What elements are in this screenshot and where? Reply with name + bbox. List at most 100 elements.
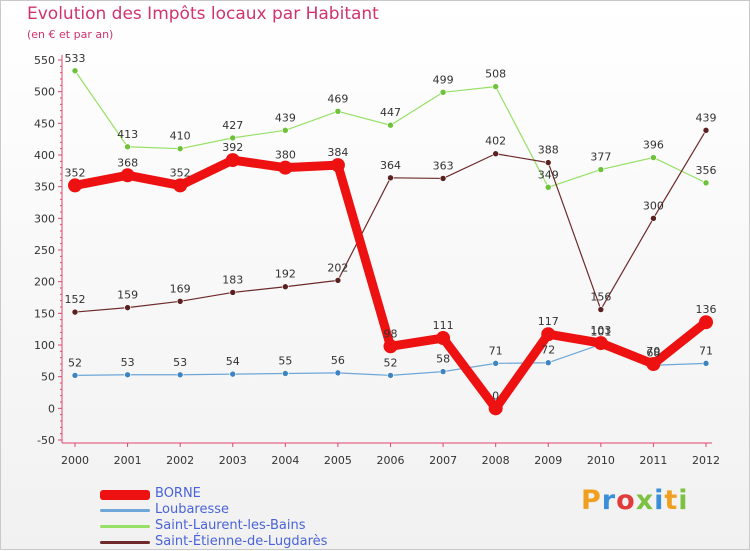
legend-swatch-borne <box>100 490 150 500</box>
point-borne <box>120 168 135 183</box>
data-label-saint-etienne: 402 <box>485 135 506 148</box>
point-saint-laurent <box>229 134 237 142</box>
logo-letter: t <box>664 485 679 516</box>
x-tick-label: 2005 <box>324 454 352 467</box>
point-borne <box>593 336 608 351</box>
data-label-saint-etienne: 159 <box>117 289 138 302</box>
point-loubaresse <box>439 368 447 375</box>
data-label-saint-laurent: 377 <box>590 151 611 164</box>
point-loubaresse <box>544 359 552 367</box>
data-label-loubaresse: 58 <box>436 353 450 366</box>
data-label-saint-laurent: 499 <box>433 73 454 86</box>
chart-subtitle: (en € et par an) <box>27 28 114 41</box>
point-borne <box>383 339 398 354</box>
data-label-borne: 380 <box>275 149 296 162</box>
data-label-borne: 352 <box>170 166 191 179</box>
data-label-borne: 98 <box>384 327 398 340</box>
data-label-saint-etienne: 439 <box>696 111 717 124</box>
data-label-saint-laurent: 413 <box>117 128 138 141</box>
data-label-saint-etienne: 202 <box>327 261 348 274</box>
point-loubaresse <box>176 371 184 379</box>
point-saint-laurent <box>492 83 499 90</box>
point-saint-etienne <box>282 283 289 291</box>
y-tick-label: 200 <box>34 276 55 289</box>
x-tick-label: 2007 <box>429 454 457 467</box>
y-tick-label: 500 <box>34 86 55 99</box>
data-label-saint-etienne: 388 <box>538 144 559 157</box>
x-tick-label: 2000 <box>61 454 89 467</box>
data-label-saint-laurent: 469 <box>327 92 348 105</box>
point-saint-laurent <box>544 184 552 191</box>
point-borne <box>541 327 556 342</box>
data-label-saint-laurent: 396 <box>643 139 664 152</box>
y-tick-label: 450 <box>34 117 55 130</box>
point-borne <box>330 158 345 173</box>
data-label-borne: 117 <box>538 315 559 328</box>
point-saint-laurent <box>650 154 657 161</box>
point-borne <box>68 178 82 193</box>
x-tick-label: 2001 <box>114 454 142 467</box>
data-label-saint-laurent: 533 <box>65 52 86 65</box>
y-tick-label: 350 <box>34 181 55 194</box>
x-tick-label: 2012 <box>692 454 720 467</box>
data-label-loubaresse: 52 <box>68 356 82 369</box>
data-label-saint-laurent: 439 <box>275 111 296 124</box>
data-label-saint-etienne: 183 <box>222 273 243 286</box>
point-saint-laurent <box>124 143 131 151</box>
chart-title: Evolution des Impôts locaux par Habitant <box>27 4 379 24</box>
proxiti-logo: Proxiti <box>581 485 689 516</box>
data-label-borne: 392 <box>222 141 243 154</box>
point-borne <box>278 160 293 175</box>
point-saint-laurent <box>387 121 394 129</box>
point-saint-laurent <box>702 179 710 187</box>
data-label-loubaresse: 68 <box>646 346 660 359</box>
point-loubaresse <box>124 371 131 379</box>
point-saint-laurent <box>176 145 184 152</box>
point-saint-etienne <box>229 289 237 296</box>
data-label-saint-laurent: 356 <box>696 164 717 177</box>
data-label-saint-laurent: 410 <box>170 130 191 143</box>
data-label-loubaresse: 56 <box>331 354 345 367</box>
y-tick-label: 0 <box>48 402 55 415</box>
point-borne <box>225 153 240 168</box>
point-saint-etienne <box>597 306 605 313</box>
data-label-saint-laurent: 349 <box>538 168 559 181</box>
point-saint-etienne <box>650 215 657 222</box>
point-borne <box>173 178 188 193</box>
legend-label-saint-laurent: Saint-Laurent-les-Bains <box>155 518 306 533</box>
point-borne <box>436 331 451 346</box>
data-label-loubaresse: 101 <box>590 325 611 338</box>
logo-letter: r <box>601 485 617 516</box>
data-label-borne: 111 <box>433 319 454 332</box>
point-saint-etienne <box>124 304 131 311</box>
data-label-borne: 70 <box>646 345 660 358</box>
point-borne <box>699 315 713 330</box>
logo-letter: P <box>581 485 602 516</box>
point-loubaresse <box>282 370 289 377</box>
point-saint-laurent <box>334 108 342 115</box>
logo-letter: o <box>616 485 636 516</box>
point-loubaresse <box>492 360 499 367</box>
data-label-saint-etienne: 192 <box>275 268 296 281</box>
data-label-saint-etienne: 300 <box>643 199 664 212</box>
data-label-loubaresse: 71 <box>699 344 713 357</box>
point-saint-etienne <box>492 150 499 158</box>
legend-label-borne: BORNE <box>155 486 201 501</box>
data-label-loubaresse: 71 <box>489 344 503 357</box>
data-label-saint-laurent: 508 <box>485 68 506 81</box>
y-tick-label: 250 <box>34 244 55 257</box>
point-saint-etienne <box>387 174 394 182</box>
data-label-borne: 0 <box>492 389 499 402</box>
point-saint-laurent <box>439 89 447 96</box>
x-tick-label: 2010 <box>587 454 615 467</box>
data-label-borne: 368 <box>117 156 138 169</box>
data-label-saint-etienne: 169 <box>170 282 191 295</box>
point-saint-etienne <box>439 175 447 182</box>
legend-label-loubaresse: Loubaresse <box>155 502 230 517</box>
data-label-borne: 384 <box>327 146 348 159</box>
legend-swatch-saint-laurent <box>100 525 150 528</box>
point-loubaresse <box>71 372 79 379</box>
data-label-saint-etienne: 156 <box>590 291 611 304</box>
point-saint-laurent <box>282 127 289 134</box>
